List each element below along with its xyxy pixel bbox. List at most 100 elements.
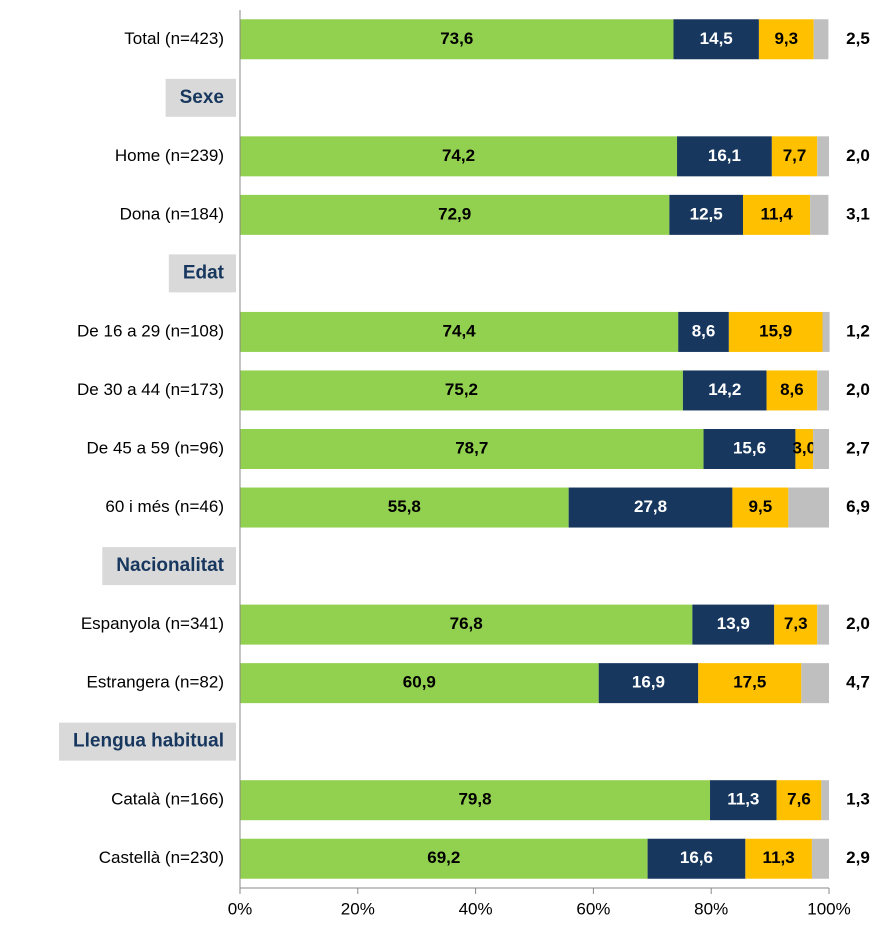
data-label: 79,8 — [458, 790, 491, 809]
bar-segment — [240, 663, 599, 704]
x-tick-label: 60% — [576, 899, 610, 918]
bar-segment — [568, 487, 733, 528]
bar-segment — [758, 19, 814, 60]
data-label: 7,3 — [784, 614, 808, 633]
data-label: 17,5 — [733, 673, 766, 692]
data-label: 3,0 — [792, 438, 816, 457]
group-header: Sexe — [180, 87, 224, 108]
data-label: 7,7 — [783, 146, 807, 165]
data-label: 16,6 — [680, 848, 713, 867]
bar-segment — [810, 194, 829, 235]
x-tick-label: 80% — [694, 899, 728, 918]
bar-segment — [240, 429, 704, 469]
bar-segment — [240, 838, 648, 879]
bar-segment — [732, 487, 789, 528]
data-label: 2,9 — [846, 848, 870, 867]
bar-segment — [240, 604, 693, 645]
data-label: 60,9 — [403, 673, 436, 692]
data-label: 13,9 — [717, 614, 750, 633]
bar-segment — [710, 780, 777, 821]
bar-segment — [743, 194, 811, 235]
data-label: 14,5 — [700, 29, 733, 48]
data-label: 1,2 — [846, 321, 870, 340]
bar-segment — [240, 136, 678, 177]
x-tick-label: 100% — [807, 899, 850, 918]
data-label: 2,0 — [846, 146, 870, 165]
x-tick-label: 0% — [228, 899, 253, 918]
data-label: 15,9 — [759, 321, 792, 340]
y-tick-label: Estrangera (n=82) — [87, 673, 225, 692]
bar-segment — [703, 429, 796, 469]
data-label: 76,8 — [450, 614, 483, 633]
group-header: Edat — [183, 262, 225, 283]
bar-segment — [817, 136, 829, 177]
data-label: 78,7 — [455, 438, 488, 457]
bar-segment — [813, 19, 829, 60]
group-header-box — [165, 78, 236, 117]
group-header: Llengua habitual — [73, 731, 224, 752]
y-tick-label: Dona (n=184) — [120, 204, 224, 223]
data-label: 8,6 — [692, 321, 716, 340]
data-label: 14,2 — [708, 380, 741, 399]
data-label: 2,5 — [846, 29, 870, 48]
data-label: 3,1 — [846, 204, 870, 223]
x-tick-label: 20% — [341, 899, 375, 918]
bar-segment — [240, 487, 569, 528]
data-label: 7,6 — [787, 790, 811, 809]
y-tick-label: Català (n=166) — [111, 790, 224, 809]
group-header-box — [59, 722, 236, 761]
data-label: 55,8 — [388, 497, 421, 516]
bar-segment — [817, 370, 829, 411]
bar-segment — [240, 194, 670, 235]
x-tick-label: 40% — [459, 899, 493, 918]
y-tick-label: Home (n=239) — [115, 146, 224, 165]
bar-segment — [776, 780, 822, 821]
y-tick-label: Castellà (n=230) — [99, 848, 224, 867]
data-label: 11,4 — [761, 204, 794, 223]
y-tick-label: De 45 a 59 (n=96) — [86, 438, 224, 457]
data-label: 11,3 — [763, 848, 795, 867]
data-label: 75,2 — [445, 380, 478, 399]
data-label: 9,5 — [749, 497, 773, 516]
data-label: 16,9 — [632, 673, 665, 692]
bar-segment — [698, 663, 802, 704]
bar-segment — [813, 429, 829, 469]
y-tick-label: De 16 a 29 (n=108) — [77, 321, 224, 340]
bar-segment — [240, 370, 683, 411]
bar-segment — [240, 19, 674, 60]
bar-segment — [647, 838, 746, 879]
bar-segment — [822, 311, 830, 352]
data-label: 74,2 — [442, 146, 475, 165]
group-header-box — [102, 547, 236, 586]
bar-segment — [678, 311, 729, 352]
data-label: 73,6 — [440, 29, 473, 48]
data-label: 12,5 — [690, 204, 723, 223]
data-label: 72,9 — [438, 204, 471, 223]
data-label: 9,3 — [774, 29, 798, 48]
data-label: 69,2 — [427, 848, 460, 867]
bar-segment — [795, 429, 814, 469]
bar-segment — [728, 311, 823, 352]
bar-segment — [811, 838, 829, 879]
data-label: 11,3 — [727, 790, 759, 809]
bar-segment — [669, 194, 744, 235]
y-tick-label: Espanyola (n=341) — [81, 614, 224, 633]
bar-segment — [598, 663, 699, 704]
bar-segment — [692, 604, 775, 645]
y-tick-label: De 30 a 44 (n=173) — [77, 380, 224, 399]
data-label: 2,0 — [846, 380, 870, 399]
data-label: 74,4 — [443, 321, 477, 340]
bar-segment — [801, 663, 829, 704]
bar-segment — [766, 370, 818, 411]
group-header: Nacionalitat — [116, 555, 224, 576]
data-label: 16,1 — [708, 146, 741, 165]
y-tick-label: 60 i més (n=46) — [105, 497, 224, 516]
bar-segment — [788, 487, 829, 528]
data-label: 1,3 — [846, 790, 870, 809]
bar-segment — [673, 19, 759, 60]
bar-segment — [240, 780, 711, 821]
bar-segment — [745, 838, 812, 879]
bar-segment — [817, 604, 829, 645]
bar-segment — [774, 604, 818, 645]
